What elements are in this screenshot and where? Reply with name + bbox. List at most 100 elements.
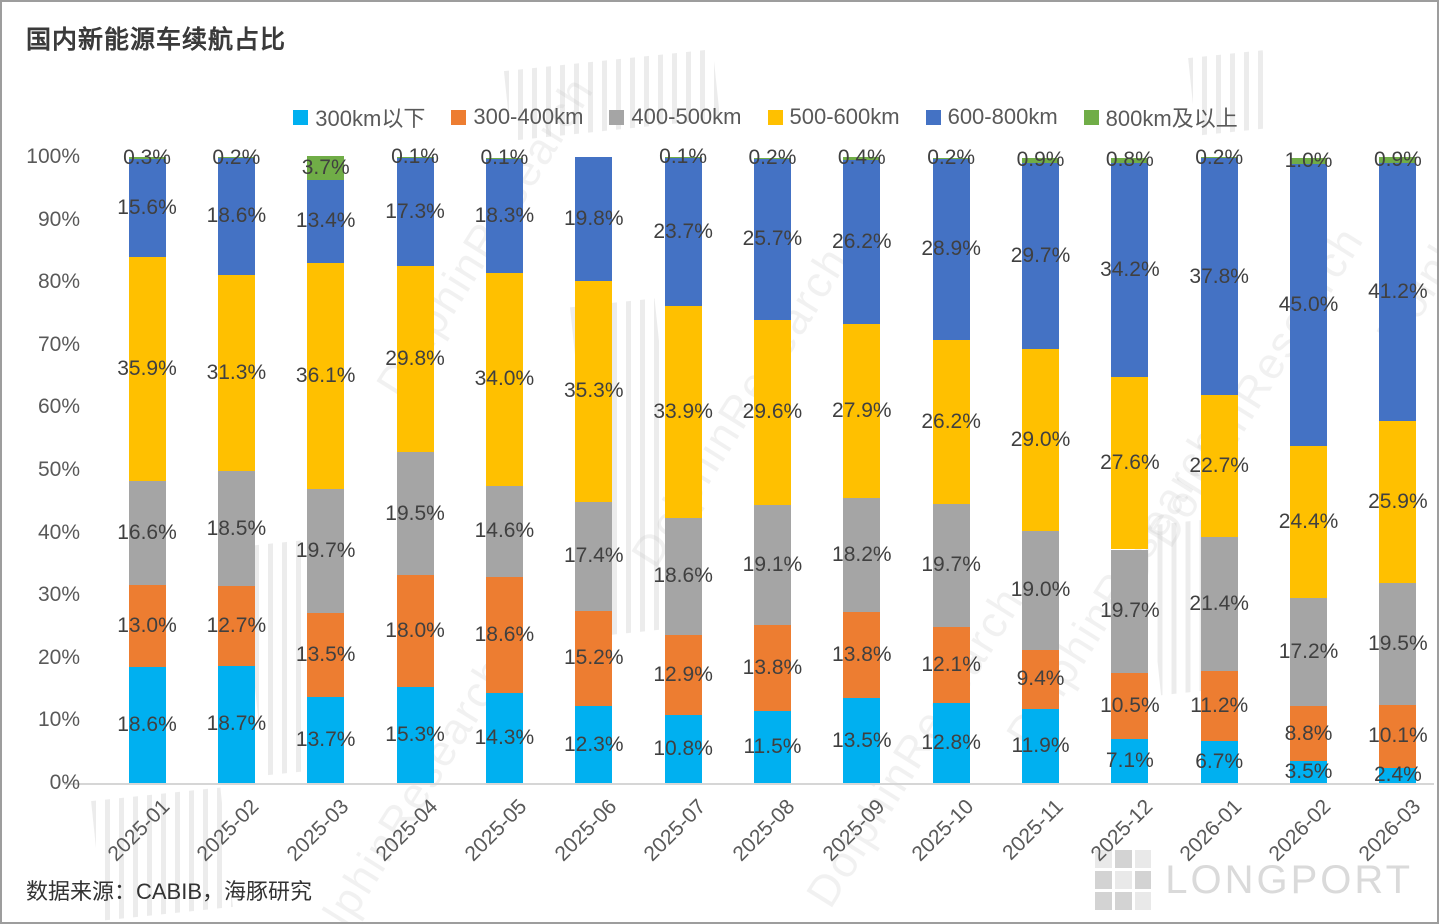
legend-item: 300-400km	[451, 104, 583, 130]
data-label: 7.1%	[1105, 748, 1154, 772]
chart-title: 国内新能源车续航占比	[26, 26, 287, 54]
data-label: 18.2%	[832, 543, 892, 567]
data-label: 25.7%	[742, 227, 803, 251]
data-label: 19.7%	[1100, 599, 1160, 623]
bar-segment	[128, 481, 166, 586]
data-label: 25.9%	[1368, 489, 1428, 513]
x-axis-label: 2025-08	[728, 795, 800, 866]
bar-segment	[217, 586, 255, 666]
bar-segment	[485, 485, 523, 578]
data-label: 15.2%	[563, 646, 624, 670]
bar-segment	[1290, 706, 1328, 762]
data-label: 0.9%	[1016, 148, 1065, 172]
data-label: 29.0%	[1010, 427, 1071, 451]
data-label: 0.9%	[1373, 147, 1422, 171]
legend-item: 400-500km	[609, 104, 742, 130]
y-axis-tick: 90%	[37, 207, 80, 231]
data-label: 36.1%	[295, 364, 356, 388]
bar-segment	[128, 666, 166, 783]
longport-text: LONGPORT	[1165, 857, 1413, 902]
bar-segment	[396, 574, 434, 688]
bar-segment	[1111, 738, 1149, 783]
legend-swatch-icon	[451, 109, 467, 125]
y-axis-tick: 60%	[37, 395, 80, 419]
data-label: 37.8%	[1189, 264, 1249, 288]
data-label: 26.2%	[921, 409, 981, 433]
legend-swatch-icon	[1083, 109, 1099, 125]
data-label: 3.7%	[301, 155, 350, 179]
data-label: 18.7%	[206, 712, 267, 736]
data-label: 13.7%	[295, 728, 356, 752]
bar-segment	[307, 263, 345, 490]
bar-segment	[217, 274, 255, 471]
bar-segment	[1111, 157, 1149, 163]
data-label: 34.0%	[474, 367, 535, 391]
y-axis-tick: 80%	[37, 270, 80, 294]
data-label: 14.3%	[474, 726, 535, 750]
bar-segment	[664, 518, 702, 635]
bar-segment	[1379, 767, 1417, 783]
bar-segment	[1111, 376, 1149, 550]
bar-segment	[1200, 394, 1238, 537]
bar-segment	[1022, 163, 1059, 350]
data-label: 28.9%	[921, 237, 981, 261]
bar-segment	[1379, 704, 1417, 768]
legend-label: 500-600km	[789, 104, 900, 129]
bar-segment	[843, 698, 881, 783]
x-axis-label: 2025-11	[998, 795, 1068, 865]
data-label: 18.0%	[385, 618, 445, 642]
data-label: 14.6%	[474, 519, 535, 543]
bar-segment	[575, 280, 613, 502]
data-label: 15.3%	[385, 723, 445, 747]
data-label: 15.6%	[117, 195, 177, 219]
data-label: 34.2%	[1100, 257, 1160, 281]
x-axis-label: 2025-05	[460, 795, 532, 866]
data-label: 12.3%	[563, 732, 624, 756]
bar-segment	[1022, 708, 1059, 783]
data-label: 27.6%	[1100, 451, 1160, 475]
legend-item: 800km及以上	[1083, 101, 1238, 133]
data-label: 19.8%	[563, 206, 624, 230]
y-axis-tick: 50%	[37, 458, 80, 481]
bar-segment	[664, 157, 702, 158]
x-axis-label: 2025-07	[639, 795, 711, 866]
bar-segment	[843, 498, 881, 613]
data-label: 18.6%	[117, 712, 177, 736]
y-axis-tick: 20%	[37, 645, 80, 669]
legend-swatch-icon	[609, 109, 625, 125]
data-label: 21.4%	[1189, 591, 1249, 615]
bar-segment	[664, 715, 702, 783]
y-axis-tick: 40%	[37, 520, 80, 544]
bar-segment	[1111, 549, 1149, 673]
bar-segment	[307, 179, 345, 264]
bar-segment	[1290, 163, 1328, 446]
legend-swatch-icon	[925, 109, 941, 125]
data-label: 0.3%	[123, 145, 171, 169]
legend-swatch-icon	[293, 109, 309, 125]
bar-segment	[1200, 670, 1238, 742]
legend-label: 400-500km	[631, 104, 742, 129]
bar-segment	[932, 158, 970, 340]
data-label: 17.3%	[385, 199, 445, 223]
bar-segment	[396, 452, 434, 575]
data-label: 0.2%	[927, 146, 976, 170]
bar-segment	[128, 256, 166, 482]
x-axis-line	[64, 783, 1434, 785]
legend-item: 600-800km	[925, 104, 1058, 130]
bar-segment	[485, 157, 523, 159]
data-label: 1.0%	[1284, 148, 1333, 172]
bar-segment	[485, 577, 523, 694]
bar-segment	[843, 612, 881, 699]
bar-segment	[575, 706, 613, 783]
bar-segment	[396, 687, 434, 783]
data-label: 23.7%	[653, 219, 713, 243]
bar-segment	[843, 159, 881, 324]
bar-segment	[575, 501, 613, 611]
data-label: 19.1%	[742, 552, 803, 576]
data-label: 11.2%	[1190, 694, 1249, 717]
data-label: 13.5%	[832, 728, 892, 752]
legend-label: 300-400km	[473, 104, 584, 129]
data-label: 2.4%	[1373, 763, 1422, 787]
bar-segment	[217, 665, 255, 783]
